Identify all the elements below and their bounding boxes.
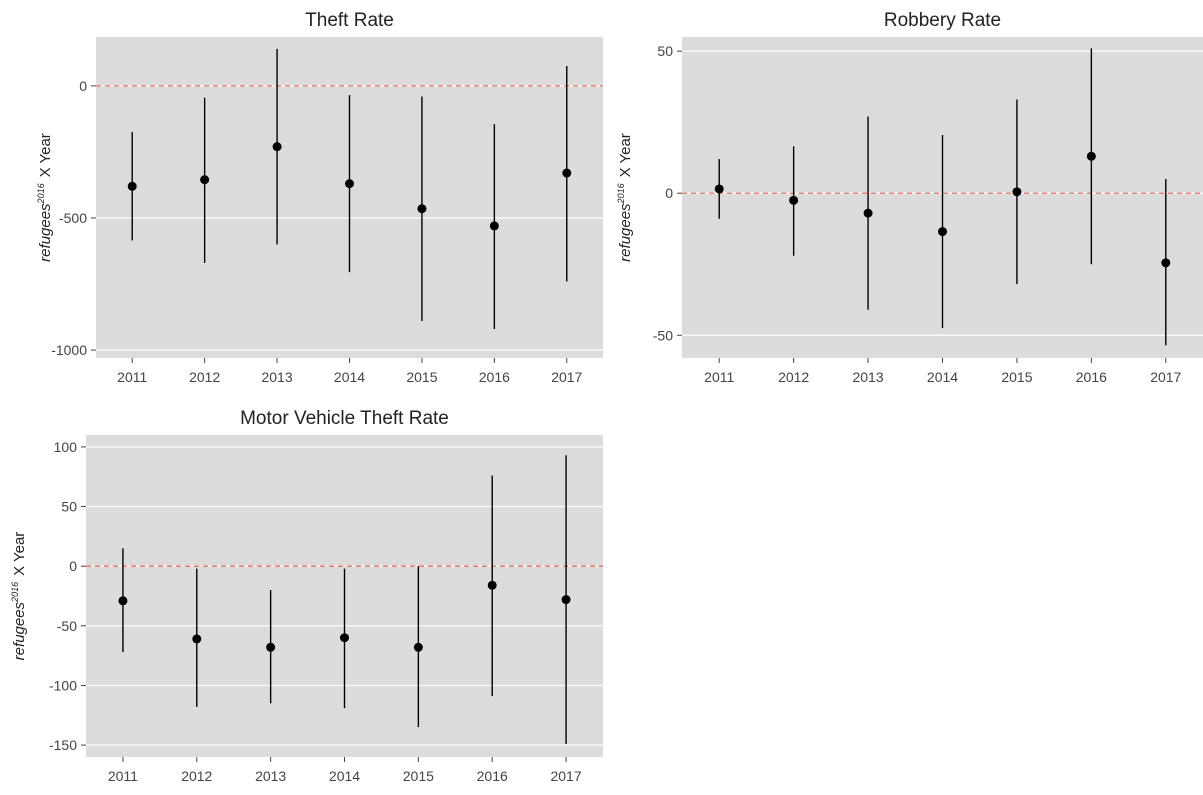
y-axis-label-rest: X Year xyxy=(37,133,54,177)
point-2015 xyxy=(417,204,427,214)
y-axis-label-main: refugees xyxy=(617,203,634,262)
panel-title: Robbery Rate xyxy=(884,10,1001,31)
x-tick-label: 2017 xyxy=(1150,369,1181,385)
x-tick-label: 2013 xyxy=(255,768,286,784)
point-2012 xyxy=(200,175,210,185)
point-2011 xyxy=(127,181,137,191)
x-tick-label: 2014 xyxy=(329,768,360,784)
x-tick-label: 2014 xyxy=(927,369,958,385)
x-tick-label: 2015 xyxy=(403,768,434,784)
x-tick-label: 2013 xyxy=(261,369,292,385)
x-tick-label: 2017 xyxy=(551,369,582,385)
y-tick-label: -100 xyxy=(49,677,77,693)
x-tick-label: 2011 xyxy=(704,369,734,385)
panel-1: 0 -500 -1000 2011 2012 2013 2014 2015 2016 2017 Th… xyxy=(36,10,603,385)
y-axis-label-sup: 2016 xyxy=(36,183,46,204)
y-tick-label: 100 xyxy=(54,439,78,455)
y-tick-label: 50 xyxy=(61,499,77,515)
point-2015 xyxy=(413,642,423,652)
y-axis-label-main: refugees xyxy=(37,203,54,262)
y-axis-label: refugees2016 X Year xyxy=(36,133,54,262)
point-2012 xyxy=(192,634,202,644)
x-tick-label: 2012 xyxy=(778,369,809,385)
y-tick-label: 0 xyxy=(79,78,87,94)
point-2014 xyxy=(345,179,354,189)
point-2014 xyxy=(340,633,349,643)
y-axis-label-main: refugees xyxy=(11,601,28,660)
x-tick-label: 2016 xyxy=(477,768,508,784)
point-2016 xyxy=(489,221,499,231)
x-tick-label: 2011 xyxy=(117,369,147,385)
x-tick-label: 2016 xyxy=(479,369,510,385)
y-axis-label-rest: X Year xyxy=(11,532,28,576)
x-tick-label: 2016 xyxy=(1076,369,1107,385)
panel-title: Theft Rate xyxy=(305,10,394,31)
point-2013 xyxy=(266,642,276,652)
point-2016 xyxy=(1086,151,1096,161)
point-2017 xyxy=(562,168,572,178)
y-tick-label: 50 xyxy=(657,43,673,59)
y-axis-label-sup: 2016 xyxy=(10,582,20,603)
x-tick-label: 2014 xyxy=(334,369,365,385)
y-tick-label: 0 xyxy=(69,558,77,574)
point-2017 xyxy=(1161,258,1171,268)
y-axis-label-sup: 2016 xyxy=(616,183,626,204)
x-tick-label: 2015 xyxy=(406,369,437,385)
y-tick-label: -500 xyxy=(59,210,87,226)
x-tick-label: 2011 xyxy=(108,768,138,784)
point-2011 xyxy=(714,184,724,194)
point-2012 xyxy=(789,195,799,205)
point-2015 xyxy=(1012,187,1022,197)
y-axis-label: refugees2016 X Year xyxy=(10,532,28,661)
x-tick-label: 2012 xyxy=(189,369,220,385)
x-tick-label: 2012 xyxy=(181,768,212,784)
x-tick-label: 2015 xyxy=(1001,369,1032,385)
point-2013 xyxy=(863,208,873,218)
y-axis-label-rest: X Year xyxy=(617,133,634,177)
x-tick-label: 2017 xyxy=(550,768,581,784)
y-axis-label: refugees2016 X Year xyxy=(616,133,634,262)
y-tick-label: -50 xyxy=(653,327,673,343)
y-tick-label: -50 xyxy=(57,618,77,634)
point-2016 xyxy=(487,580,497,590)
point-2014 xyxy=(938,227,947,237)
x-tick-label: 2013 xyxy=(852,369,883,385)
panel-title: Motor Vehicle Theft Rate xyxy=(240,408,449,429)
panel-2: 50 0 -50 2011 2012 2013 2014 2015 2016 2017 Robber… xyxy=(616,10,1203,385)
panel-3: 100 50 0 -50 -100 -150 2011 2012 2013 2014 2015 201… xyxy=(10,408,603,784)
y-tick-label: -150 xyxy=(49,737,77,753)
point-2013 xyxy=(272,142,282,152)
point-2017 xyxy=(561,595,571,605)
point-2011 xyxy=(118,596,128,606)
y-tick-label: -1000 xyxy=(51,342,87,358)
y-tick-label: 0 xyxy=(665,185,673,201)
